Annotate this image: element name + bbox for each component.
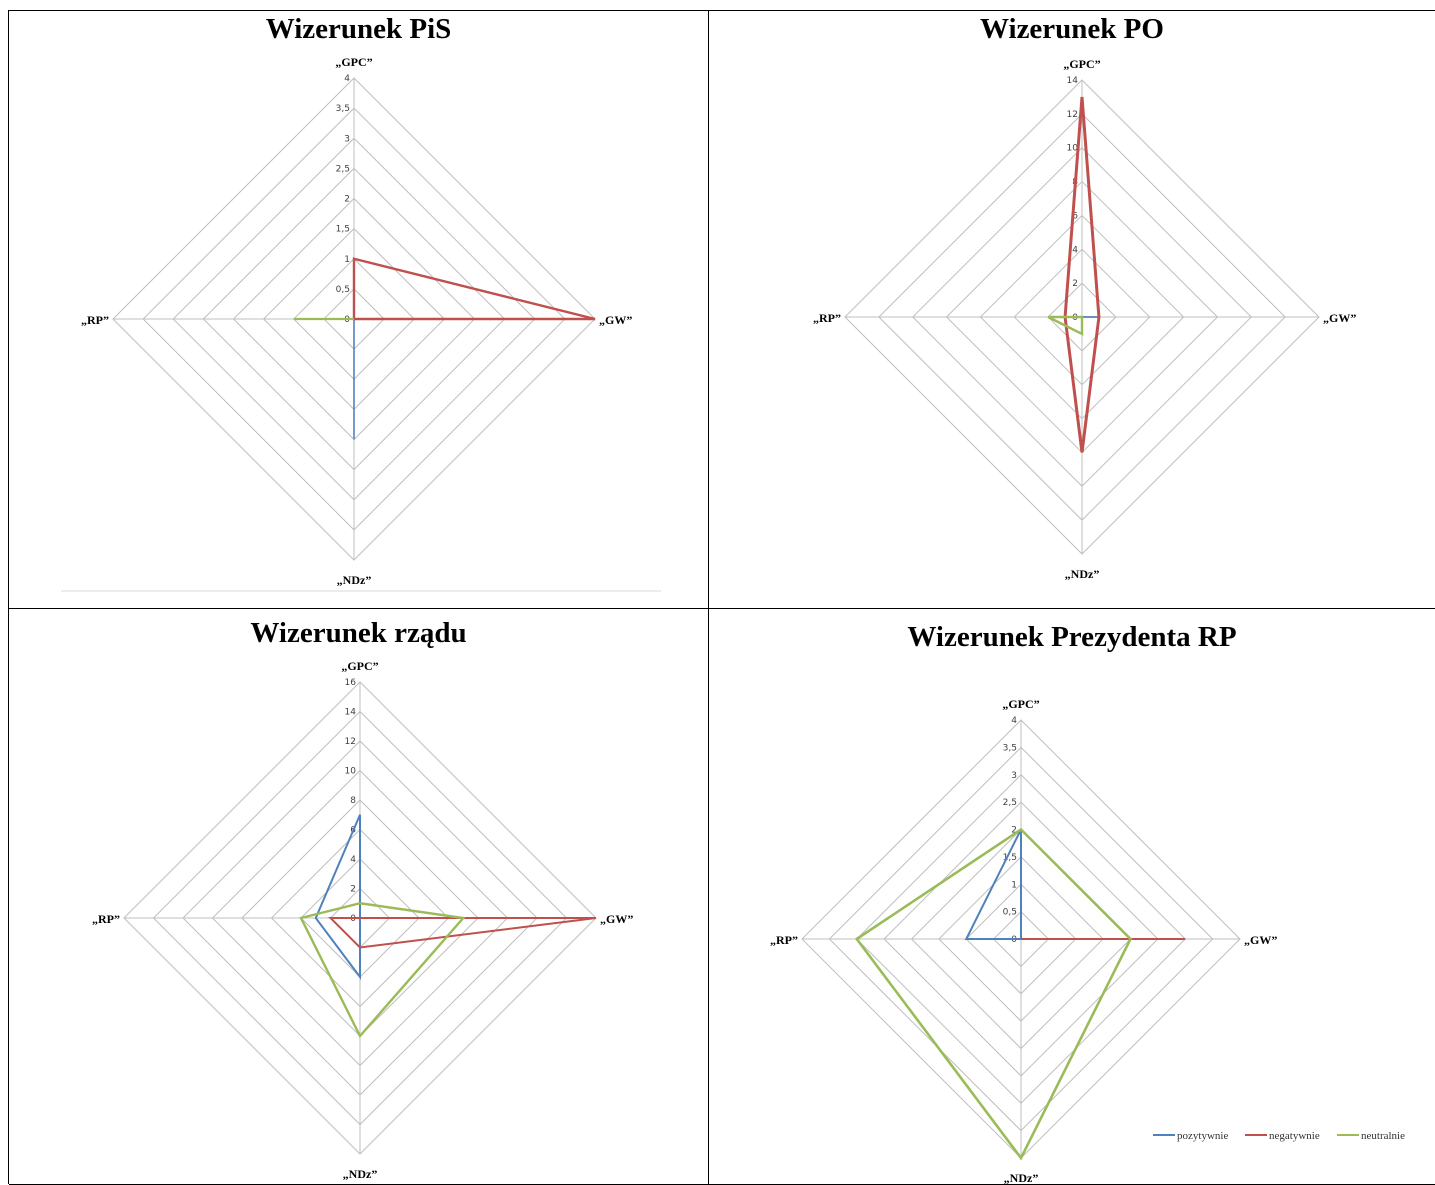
tick-label: 2	[1072, 279, 1078, 289]
chart-title: Wizerunek rządu	[250, 617, 467, 649]
chart-cell-rzad: Wizerunek rządu 0 2 4 6 8 10 12 14 16 „GPC” „GW” „N…	[9, 609, 709, 1185]
tick-label: 10	[1067, 144, 1079, 154]
tick-label: 2,5	[336, 164, 350, 174]
tick-label: 16	[345, 678, 357, 688]
axis-label: „GW”	[1244, 933, 1277, 947]
axis-label: „GW”	[600, 912, 633, 926]
series-line-pozytywnie	[314, 814, 361, 980]
tick-label: 2	[350, 885, 356, 895]
radar-grid	[844, 79, 1320, 555]
tick-label: 1	[1011, 880, 1017, 890]
series-line-neutralnie	[854, 827, 1133, 1161]
tick-label: 3	[344, 134, 350, 144]
tick-label: 4	[350, 855, 356, 865]
tick-label: 4	[1072, 245, 1078, 255]
axis-label: „GW”	[599, 313, 632, 327]
tick-label: 4	[1011, 716, 1017, 726]
legend-label: negatywnie	[1269, 1130, 1320, 1142]
tick-label: 0,5	[1003, 908, 1017, 918]
radar-chart-prezydent: 00,511,522,533,54„GPC”„GW”„NDz”„RP”pozyt…	[770, 697, 1405, 1185]
tick-label: 3,5	[336, 104, 350, 114]
radar-chart-pis: 00,511,522,533,54„GPC”„GW”„NDz”„RP”	[61, 55, 661, 592]
axis-label: „RP”	[92, 912, 120, 926]
legend-label: neutralnie	[1361, 1130, 1405, 1142]
chart-title: Wizerunek Prezydenta RP	[907, 621, 1237, 653]
tick-label: 0,5	[336, 285, 350, 295]
charts-table: Wizerunek PiS 0 0,5 1 1,5 2 2,5 3 3,5 4 „GPC” „GW”…	[8, 10, 1435, 1185]
tick-label: 2,5	[1003, 798, 1017, 808]
tick-label: 2	[1011, 826, 1017, 836]
axis-label: „GPC”	[335, 55, 372, 69]
chart-cell-pis: Wizerunek PiS 0 0,5 1 1,5 2 2,5 3 3,5 4 „GPC” „GW”…	[9, 11, 709, 609]
series-line-neutralnie	[299, 902, 466, 1039]
tick-label: 12	[345, 737, 356, 747]
tick-label: 3,5	[1003, 743, 1017, 753]
chart-title: Wizerunek PiS	[265, 13, 452, 45]
tick-label: 1,5	[1003, 853, 1017, 863]
chart-title: Wizerunek PO	[980, 13, 1164, 45]
axis-label: „RP”	[813, 311, 841, 325]
axis-label: „GW”	[1323, 311, 1356, 325]
tick-label: 14	[1067, 76, 1079, 86]
axis-label: „NDz”	[337, 573, 372, 587]
tick-label: 14	[345, 708, 357, 718]
tick-label: 4	[344, 74, 350, 84]
legend-label: pozytywnie	[1177, 1130, 1228, 1142]
tick-label: 12	[1067, 110, 1078, 120]
axis-label: „NDz”	[1004, 1171, 1039, 1185]
axis-label: „RP”	[81, 313, 109, 327]
tick-label: 1,5	[336, 225, 350, 235]
chart-cell-po: Wizerunek PO 0 2 4 6 8 10 12 14 „GPC” „GW” „NDz” „R…	[709, 11, 1435, 609]
series-line-negatywnie	[1063, 96, 1101, 453]
axis-label: „GPC”	[1002, 697, 1039, 711]
chart-cell-prezydent: Wizerunek Prezydenta RP 0 0,5 1 1,5 2 2,5 3 3,5…	[709, 609, 1435, 1185]
axis-label: „NDz”	[343, 1167, 378, 1181]
series-line-negatywnie	[328, 917, 597, 949]
legend: pozytywnie negatywnie neutralnie	[1153, 1130, 1405, 1142]
axis-label: „RP”	[770, 933, 798, 947]
axis-label: „NDz”	[1065, 567, 1100, 581]
axis-label: „GPC”	[1063, 57, 1100, 71]
tick-label: 2	[344, 195, 350, 205]
tick-label: 6	[1072, 211, 1078, 221]
series-line-pozytywnie	[964, 829, 1022, 940]
tick-label: 10	[345, 767, 357, 777]
series-line-negatywnie	[352, 257, 596, 321]
tick-label: 1	[344, 255, 350, 265]
series-line-neutralnie	[1047, 315, 1084, 336]
tick-label: 3	[1011, 771, 1017, 781]
axis-label: „GPC”	[341, 659, 378, 673]
tick-label: 8	[350, 796, 356, 806]
